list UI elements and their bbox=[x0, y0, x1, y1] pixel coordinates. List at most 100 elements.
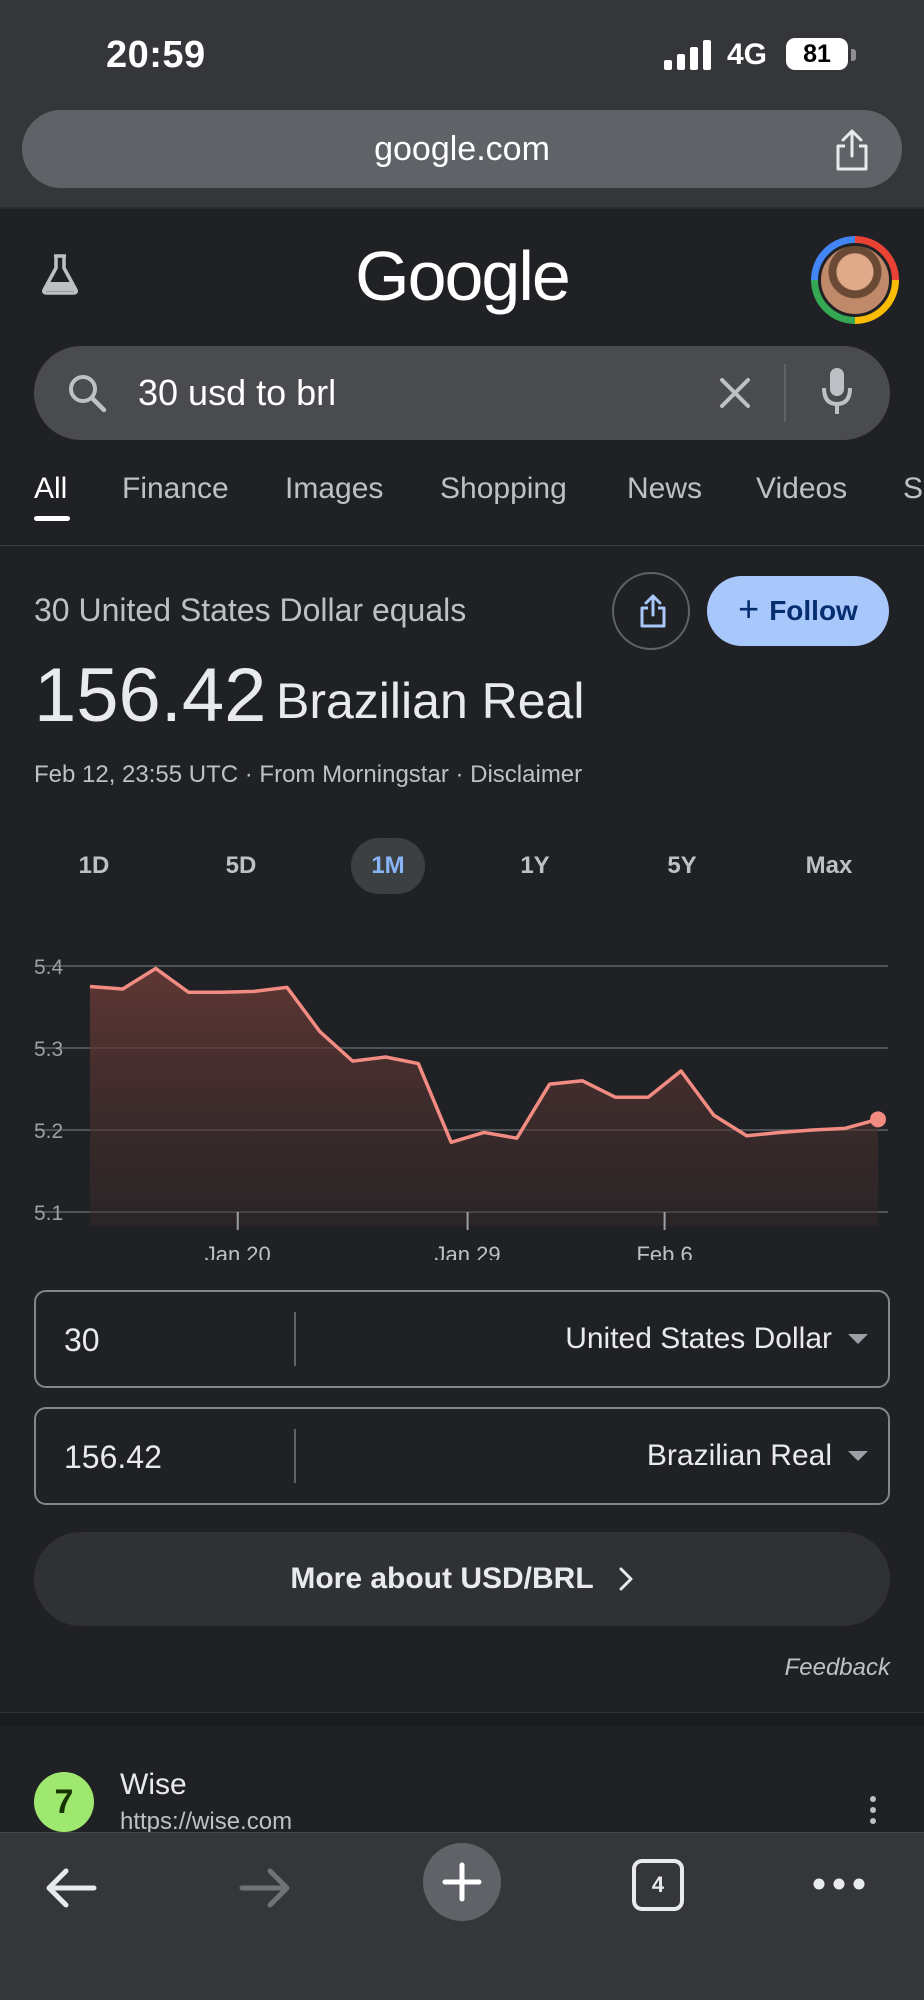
divider bbox=[0, 545, 924, 546]
signal-icon bbox=[664, 40, 711, 70]
range-5d[interactable]: 5D bbox=[225, 852, 257, 879]
divider bbox=[294, 1429, 296, 1483]
chart-data-point bbox=[548, 1082, 552, 1086]
chart-data-point bbox=[646, 1095, 650, 1099]
tab-videos[interactable]: Videos bbox=[756, 472, 848, 505]
y-tick-label: 5.2 bbox=[34, 1120, 63, 1143]
status-time: 20:59 bbox=[106, 34, 206, 76]
avatar[interactable] bbox=[818, 243, 892, 317]
chart-data-point bbox=[843, 1126, 847, 1130]
search-icon bbox=[69, 375, 107, 413]
microphone-icon[interactable] bbox=[820, 366, 854, 416]
more-about-button[interactable]: More about USD/BRL bbox=[34, 1532, 890, 1626]
labs-flask-icon[interactable] bbox=[38, 252, 82, 296]
range-max[interactable]: Max bbox=[805, 852, 853, 879]
chart-data-point bbox=[219, 990, 223, 994]
plus-icon bbox=[442, 1862, 482, 1902]
tab-shopping[interactable]: Shopping bbox=[440, 472, 567, 505]
range-selector: 1D 5D 1M 1Y 5Y Max bbox=[34, 838, 890, 898]
forward-arrow-icon[interactable] bbox=[236, 1863, 294, 1913]
share-icon bbox=[640, 594, 666, 628]
battery-icon: 81 bbox=[786, 38, 848, 70]
range-1m[interactable]: 1M bbox=[351, 838, 425, 894]
chart-data-point bbox=[745, 1134, 749, 1138]
browser-bottom-toolbar: 4 bbox=[0, 1832, 924, 2000]
chart-data-point bbox=[384, 1055, 388, 1059]
chart-data-point bbox=[712, 1113, 716, 1117]
converter-to-row: 156.42 Brazilian Real bbox=[34, 1407, 890, 1505]
chart-series-line bbox=[89, 966, 879, 1145]
source-meta[interactable]: Feb 12, 23:55 UTC · From Morningstar · D… bbox=[34, 761, 583, 788]
url-text: google.com bbox=[374, 129, 550, 168]
chart-data-point bbox=[88, 985, 92, 989]
y-tick-label: 5.4 bbox=[34, 956, 64, 979]
chart-current-point bbox=[870, 1111, 886, 1128]
exchange-rate-chart[interactable]: 5.4 5.3 5.2 5.1 Jan 20 Jan 29 Feb 6 bbox=[0, 930, 924, 1260]
more-about-label: More about USD/BRL bbox=[290, 1562, 594, 1595]
more-menu-icon[interactable] bbox=[812, 1877, 866, 1891]
result-site-name[interactable]: Wise bbox=[120, 1768, 187, 1801]
from-amount-input[interactable]: 30 bbox=[64, 1322, 100, 1358]
result-site-url[interactable]: https://wise.com bbox=[120, 1808, 293, 1835]
follow-button[interactable]: + Follow bbox=[707, 576, 889, 646]
range-1d[interactable]: 1D bbox=[78, 852, 110, 879]
divider bbox=[0, 207, 924, 209]
feedback-link[interactable]: Feedback bbox=[784, 1654, 890, 1681]
tab-finance[interactable]: Finance bbox=[122, 472, 229, 505]
divider bbox=[294, 1312, 296, 1366]
new-tab-button[interactable] bbox=[423, 1843, 501, 1921]
chart-data-point bbox=[482, 1130, 486, 1134]
section-separator bbox=[0, 1712, 924, 1726]
search-divider bbox=[784, 364, 786, 422]
chevron-down-icon[interactable] bbox=[848, 1334, 868, 1344]
tab-news[interactable]: News bbox=[627, 472, 703, 505]
tab-images[interactable]: Images bbox=[285, 472, 384, 505]
chevron-down-icon[interactable] bbox=[848, 1451, 868, 1461]
url-bar[interactable]: google.com bbox=[22, 110, 902, 188]
tab-switcher-button[interactable]: 4 bbox=[632, 1859, 684, 1911]
battery-tip bbox=[851, 49, 856, 61]
chart-data-point bbox=[449, 1140, 453, 1144]
chart-data-point bbox=[252, 989, 256, 993]
search-box[interactable]: 30 usd to brl bbox=[34, 346, 890, 440]
converted-currency: Brazilian Real bbox=[276, 673, 585, 729]
to-amount-input[interactable]: 156.42 bbox=[64, 1439, 162, 1475]
follow-label: Follow bbox=[769, 595, 858, 626]
x-tick-label: Feb 6 bbox=[636, 1242, 692, 1260]
chart-data-point bbox=[515, 1136, 519, 1140]
active-tab-indicator bbox=[34, 516, 70, 521]
chart-area-fill bbox=[90, 968, 878, 1226]
tab-more[interactable]: S bbox=[903, 472, 924, 505]
close-icon[interactable] bbox=[714, 372, 756, 414]
converted-amount: 156.42 bbox=[34, 653, 267, 738]
from-currency-select[interactable]: United States Dollar bbox=[565, 1322, 832, 1355]
network-label: 4G bbox=[727, 38, 768, 71]
range-5y[interactable]: 5Y bbox=[667, 852, 697, 879]
search-input[interactable]: 30 usd to brl bbox=[138, 372, 337, 413]
chevron-right-icon bbox=[619, 1567, 633, 1591]
y-tick-label: 5.1 bbox=[34, 1202, 63, 1225]
chart-data-point bbox=[778, 1130, 782, 1134]
share-button[interactable] bbox=[612, 572, 690, 650]
chart-data-point bbox=[154, 966, 158, 970]
tab-all[interactable]: All bbox=[34, 472, 68, 505]
chart-data-point bbox=[810, 1128, 814, 1132]
google-logo[interactable]: Google bbox=[355, 237, 571, 315]
chart-data-point bbox=[416, 1062, 420, 1066]
x-tick-label: Jan 29 bbox=[435, 1242, 501, 1260]
equals-label: 30 United States Dollar equals bbox=[34, 592, 467, 628]
wise-logo[interactable]: 7 bbox=[34, 1772, 94, 1832]
y-tick-label: 5.3 bbox=[34, 1038, 63, 1061]
back-arrow-icon[interactable] bbox=[42, 1863, 100, 1913]
chart-data-point bbox=[613, 1095, 617, 1099]
chart-data-point bbox=[581, 1079, 585, 1083]
share-icon[interactable] bbox=[832, 128, 872, 172]
more-options-icon[interactable] bbox=[868, 1795, 878, 1825]
chart-data-point bbox=[318, 1030, 322, 1034]
to-currency-select[interactable]: Brazilian Real bbox=[646, 1439, 832, 1472]
range-1y[interactable]: 1Y bbox=[520, 852, 550, 879]
converter-from-row: 30 United States Dollar bbox=[34, 1290, 890, 1388]
chart-data-point bbox=[187, 990, 191, 994]
chart-data-point bbox=[679, 1069, 683, 1073]
plus-icon: + bbox=[738, 588, 760, 629]
